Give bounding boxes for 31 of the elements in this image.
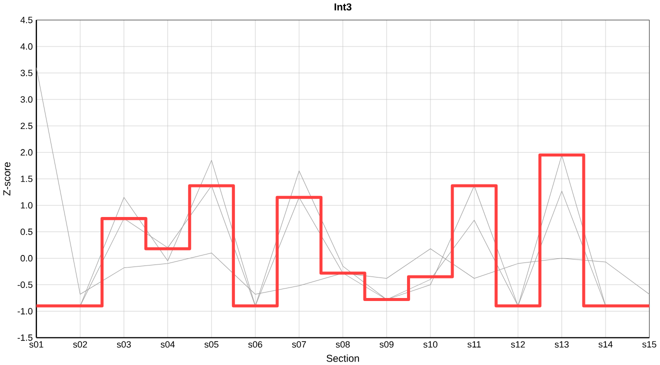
y-tick-label: -1.5 [18, 334, 32, 341]
x-tick-label: s12 [510, 341, 525, 348]
x-tick-label: s01 [29, 341, 44, 348]
y-tick-label: 2.5 [20, 122, 32, 130]
y-tick-label: 3.0 [20, 96, 32, 103]
x-tick-label: s15 [642, 341, 656, 348]
y-tick-label: -1.0 [18, 308, 32, 314]
y-tick-label: 2.0 [20, 149, 32, 156]
y-tick-label: 0.5 [20, 228, 32, 235]
y-tick-label: 3.5 [20, 70, 32, 76]
x-tick-label: s10 [423, 341, 438, 348]
y-tick-label: -0.5 [18, 281, 32, 288]
y-tick-label: 4.0 [20, 43, 32, 50]
x-tick-label: s07 [292, 341, 306, 348]
x-tick-label: s08 [336, 341, 350, 348]
x-tick-label: s02 [73, 341, 87, 348]
x-tick-label: s14 [598, 341, 613, 348]
x-tick-label: s06 [248, 341, 262, 348]
y-tick-label: 1.5 [20, 176, 32, 182]
y-tick-label: 0.0 [20, 254, 32, 262]
x-axis-title: Section [326, 354, 359, 362]
chart-title: Int3 [334, 3, 352, 10]
y-axis-title: Z-score [3, 162, 10, 196]
x-tick-label: s04 [160, 341, 175, 348]
y-tick-label: 4.5 [20, 16, 32, 24]
x-tick-label: s09 [380, 341, 394, 348]
x-tick-label: s13 [554, 341, 569, 348]
y-tick-label: 1.0 [20, 202, 32, 208]
x-tick-label: s05 [204, 341, 218, 348]
x-tick-label: s03 [116, 341, 131, 348]
x-tick-label: s11 [468, 341, 481, 348]
